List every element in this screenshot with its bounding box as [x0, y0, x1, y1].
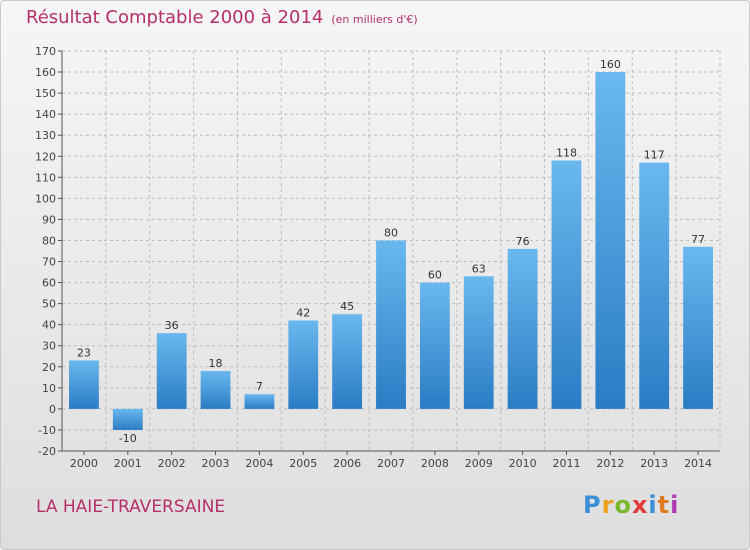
axes: -20 -10 0 10 20 30 40 50 60 70 80 90 100 110 120 130 140…: [35, 45, 720, 470]
x-tick-label: 2010: [509, 457, 537, 470]
data-labels: 23 -10 36 18 7 42 45 80 60 63 76 118 160 117 77: [77, 58, 705, 445]
bar: [376, 240, 406, 409]
data-label: 118: [556, 146, 577, 159]
data-label: 36: [165, 319, 179, 332]
data-label: 63: [472, 262, 486, 275]
bar: [419, 282, 450, 409]
y-tick-label: 100: [35, 192, 56, 205]
y-tick-label: 130: [35, 129, 56, 142]
y-tick-label: 10: [42, 382, 56, 395]
chart-subtitle: (en milliers d'€): [331, 13, 418, 26]
x-tick-label: 2014: [684, 457, 712, 470]
y-tick-label: 90: [42, 213, 56, 226]
y-tick-label: 170: [35, 45, 56, 58]
x-tick-label: 2005: [289, 457, 317, 470]
y-tick-label: 50: [42, 298, 56, 311]
x-tick-label: 2012: [596, 457, 624, 470]
x-tick-label: 2002: [158, 457, 186, 470]
data-label: 160: [600, 58, 621, 71]
x-tick-label: 2007: [377, 457, 405, 470]
x-tick-label: 2008: [421, 457, 449, 470]
x-tick-label: 2004: [245, 457, 273, 470]
chart-title: Résultat Comptable 2000 à 2014 (en millie…: [26, 7, 418, 28]
x-tick-label: 2003: [202, 457, 230, 470]
y-tick-label: 160: [35, 66, 56, 79]
x-tick-label: 2013: [640, 457, 668, 470]
bar: [69, 360, 99, 409]
y-tick-label: 20: [42, 361, 56, 374]
bar: [507, 248, 538, 409]
data-label: 117: [644, 149, 665, 162]
y-tick-label: 140: [35, 108, 56, 121]
x-tick-label: 2011: [552, 457, 580, 470]
data-label: -10: [119, 432, 137, 445]
place-name: LA HAIE-TRAVERSAINE: [36, 497, 226, 517]
bar: [244, 394, 275, 409]
x-tick-label: 2000: [70, 457, 98, 470]
y-tick-label: 80: [42, 234, 56, 247]
y-tick-label: -10: [38, 424, 56, 437]
proxiti-logo: Proxiti: [583, 491, 680, 519]
x-tick-label: 2001: [114, 457, 142, 470]
bar: [332, 314, 363, 409]
y-tick-label: 40: [42, 319, 56, 332]
bar: [595, 72, 626, 409]
bar: [156, 333, 187, 409]
data-label: 76: [516, 235, 530, 248]
y-tick-label: 60: [42, 277, 56, 290]
data-label: 45: [340, 300, 354, 313]
y-tick-label: 110: [35, 171, 56, 184]
data-label: 23: [77, 346, 91, 359]
bar: [639, 162, 670, 409]
y-tick-label: 120: [35, 150, 56, 163]
bar: [551, 160, 582, 409]
data-label: 18: [209, 357, 223, 370]
data-label: 80: [384, 226, 398, 239]
bar: [288, 320, 319, 409]
bar: [463, 276, 494, 409]
data-label: 42: [296, 306, 310, 319]
chart-title-text: Résultat Comptable 2000 à 2014: [26, 7, 324, 28]
data-label: 60: [428, 269, 442, 282]
y-tick-label: -20: [38, 445, 56, 458]
data-label: 77: [691, 233, 705, 246]
y-tick-label: 0: [49, 403, 56, 416]
bars: [69, 72, 713, 430]
bar: [683, 246, 713, 409]
bar: [200, 371, 231, 409]
y-tick-label: 30: [42, 340, 56, 353]
x-tick-label: 2009: [465, 457, 493, 470]
y-tick-label: 70: [42, 256, 56, 269]
bar: [112, 408, 143, 430]
y-tick-label: 150: [35, 87, 56, 100]
data-label: 7: [256, 380, 263, 393]
x-tick-label: 2006: [333, 457, 361, 470]
